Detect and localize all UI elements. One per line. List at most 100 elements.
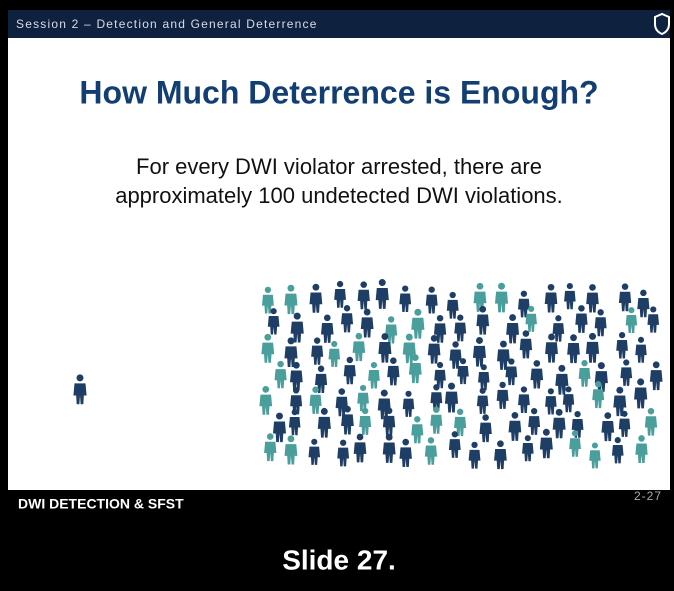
person-icon [259,386,273,415]
shield-icon [654,12,670,36]
person-icon [284,337,298,368]
person-icon [320,314,334,343]
person-icon [539,428,553,459]
person-icon [620,359,633,386]
person-icon [496,381,509,409]
person-icon [334,280,346,308]
body-line: approximately 100 undetected DWI violati… [115,183,563,208]
person-icon [378,333,392,363]
person-icon [601,412,615,442]
person-icon [562,386,575,413]
person-icon [594,309,607,337]
person-icon [611,437,624,464]
person-icon [616,332,628,359]
body-line: For every DWI violator arrested, there a… [136,154,542,179]
person-icon [552,408,566,439]
person-icon [522,435,534,462]
person-icon [424,437,438,465]
person-icon [284,435,298,465]
person-icon [517,290,530,318]
person-icon [454,314,467,342]
person-icon [578,360,591,387]
person-icon [649,361,663,391]
person-icon [357,281,370,310]
person-icon [272,412,287,443]
person-icon [284,284,298,315]
person-icon [359,407,372,435]
person-icon [530,360,544,389]
session-label: Session 2 – Detection and General Deterr… [16,17,318,31]
person-icon [357,384,369,412]
person-icon [454,408,467,437]
person-icon [309,386,322,414]
person-icon [635,435,648,464]
person-icon [430,406,443,434]
person-icon [309,283,323,313]
person-icon [647,306,660,333]
person-icon [387,357,400,386]
person-icon [468,441,481,469]
person-icon [569,430,581,457]
person-icon [399,285,412,313]
person-icon [586,284,599,313]
person-icon [408,354,422,384]
person-icon [427,335,441,364]
person-icon [613,386,627,417]
person-icon [575,305,588,333]
person-icon [375,279,389,309]
person-icon [382,407,396,436]
person-icon [618,410,631,437]
person-icon [360,308,374,338]
person-icon [425,286,438,314]
person-icon [508,411,522,441]
person-icon [385,316,398,344]
person-icon [518,386,530,414]
person-icon [634,378,648,409]
person-icon [637,289,650,318]
person-icon [564,283,576,310]
person-icon [506,314,520,344]
person-icon [261,333,275,363]
footer-bar [8,490,670,522]
person-icon [592,381,605,409]
person-icon [337,439,350,467]
person-icon [328,340,341,368]
person-icon [402,390,415,417]
footer-label: DWI DETECTION & SFST [18,496,184,512]
person-icon [478,364,490,391]
person-icon [267,308,280,335]
person-icon [73,374,87,405]
person-icon [274,360,287,389]
person-icon [494,282,509,313]
person-icon [528,407,541,435]
person-icon [264,433,277,462]
person-icon [449,341,462,369]
person-icon [341,305,354,333]
person-icon [635,336,647,363]
person-icon [476,305,490,335]
person-icon [411,308,425,339]
person-icon [476,387,489,414]
person-icon [352,332,366,362]
person-icon [261,286,274,314]
person-icon [289,361,303,391]
person-icon [505,358,518,386]
person-icon [555,364,569,395]
person-icon [519,330,533,359]
person-icon [382,433,396,463]
person-icon [290,312,304,343]
person-icon [585,332,600,363]
header-bar [8,10,670,38]
crowd [73,279,663,470]
person-icon [399,438,412,468]
person-icon [625,307,638,333]
person-icon [446,291,459,319]
person-icon [308,438,321,465]
person-icon [618,283,632,312]
person-icon [430,384,443,411]
person-icon [311,337,324,365]
person-icon [497,340,510,370]
page-number: 2-27 [634,489,662,503]
person-icon [368,361,380,389]
